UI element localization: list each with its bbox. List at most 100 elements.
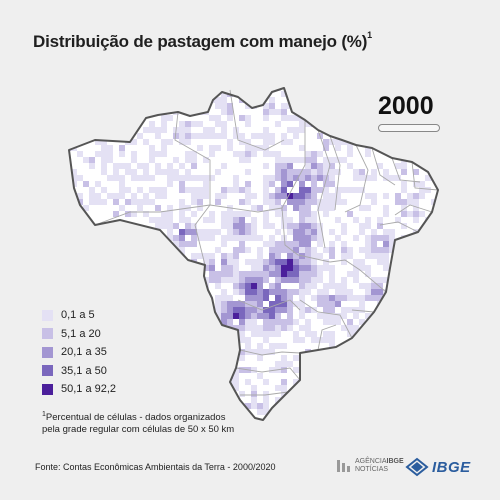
density-cell (221, 295, 227, 301)
density-cell (203, 133, 209, 139)
density-cell (287, 271, 293, 277)
density-cell (119, 331, 125, 337)
density-cell (119, 343, 125, 349)
density-cell (245, 295, 251, 301)
density-cell (317, 313, 323, 319)
density-cell (275, 205, 281, 211)
density-cell (197, 391, 203, 397)
density-cell (329, 175, 335, 181)
density-cell (287, 181, 293, 187)
legend-item: 5,1 a 20 (42, 325, 116, 344)
density-cell (191, 163, 197, 169)
density-cell (281, 157, 287, 163)
density-cell (179, 97, 185, 103)
density-cell (131, 109, 137, 115)
density-cell (353, 385, 359, 391)
density-cell (299, 247, 305, 253)
density-cell (161, 373, 167, 379)
footnote-line-1: Percentual de células - dados organizado… (45, 412, 226, 424)
density-cell (347, 88, 353, 91)
density-cell (167, 169, 173, 175)
density-cell (377, 247, 383, 253)
density-cell (71, 289, 77, 295)
density-cell (221, 259, 227, 265)
density-cell (69, 103, 71, 109)
density-cell (335, 409, 341, 415)
density-cell (251, 397, 257, 403)
density-cell (197, 133, 203, 139)
density-cell (131, 331, 137, 337)
density-cell (359, 109, 365, 115)
density-cell (119, 379, 125, 385)
density-cell (281, 415, 287, 420)
density-cell (119, 127, 125, 133)
density-cell (425, 343, 431, 349)
density-cell (311, 247, 317, 253)
density-cell (335, 289, 341, 295)
density-cell (263, 175, 269, 181)
density-cell (209, 277, 215, 283)
density-cell (269, 319, 275, 325)
density-cell (245, 325, 251, 331)
density-cell (77, 151, 83, 157)
density-cell (125, 199, 131, 205)
density-cell (245, 115, 251, 121)
density-cell (221, 355, 227, 361)
density-cell (425, 235, 431, 241)
density-cell (311, 169, 317, 175)
density-cell (101, 229, 107, 235)
density-cell (269, 223, 275, 229)
density-cell (347, 151, 353, 157)
density-cell (209, 379, 215, 385)
density-cell (395, 421, 401, 427)
density-cell (71, 211, 77, 217)
density-cell (251, 277, 257, 283)
density-cell (131, 211, 137, 217)
density-cell (239, 325, 245, 331)
source-text: Fonte: Contas Econômicas Ambientais da T… (35, 462, 276, 472)
density-cell (197, 277, 203, 283)
density-cell (227, 187, 233, 193)
density-cell (263, 313, 269, 319)
density-cell (113, 199, 119, 205)
density-cell (191, 199, 197, 205)
year-slider[interactable] (378, 124, 440, 132)
density-cell (323, 109, 329, 115)
density-cell (389, 229, 395, 235)
density-cell (383, 241, 389, 247)
density-cell (377, 295, 383, 301)
density-cell (371, 247, 377, 253)
density-cell (197, 175, 203, 181)
density-cell (233, 217, 239, 223)
density-cell (401, 205, 407, 211)
density-cell (371, 229, 377, 235)
density-cell (71, 241, 77, 247)
density-cell (281, 265, 287, 271)
density-cell (107, 247, 113, 253)
density-cell (317, 229, 323, 235)
density-cell (407, 373, 413, 379)
density-cell (245, 289, 251, 295)
density-cell (359, 415, 365, 420)
density-cell (329, 319, 335, 325)
density-cell (191, 295, 197, 301)
density-cell (389, 247, 395, 253)
density-cell (383, 307, 389, 313)
density-cell (131, 253, 137, 259)
density-cell (257, 343, 263, 349)
density-cell (329, 349, 335, 355)
density-cell (185, 169, 191, 175)
density-cell (275, 277, 281, 283)
density-cell (179, 385, 185, 391)
density-cell (155, 283, 161, 289)
density-cell (401, 169, 407, 175)
agencia-brand: IBGE (386, 458, 404, 465)
density-cell (293, 337, 299, 343)
density-cell (167, 211, 173, 217)
density-cell (233, 187, 239, 193)
density-cell (365, 415, 371, 420)
density-cell (167, 355, 173, 361)
density-cell (395, 361, 401, 367)
density-cell (227, 391, 233, 397)
density-cell (191, 349, 197, 355)
